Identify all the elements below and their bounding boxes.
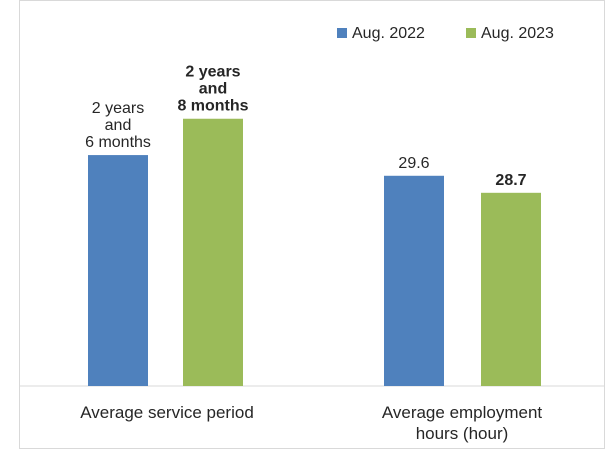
legend-swatch-1 — [337, 28, 347, 38]
bar-1-2 — [384, 175, 444, 386]
legend-swatch-2 — [466, 28, 476, 38]
data-label-1-1-3: 6 months — [85, 134, 151, 151]
bar-2-1 — [183, 118, 243, 387]
category-label-2-1: Average employment — [382, 403, 543, 422]
bar-1-1 — [88, 155, 148, 386]
legend-label-2: Aug. 2023 — [481, 25, 554, 42]
bar-2-2 — [481, 192, 541, 386]
bars-group — [88, 118, 541, 387]
category-label-1-1: Average service period — [80, 403, 254, 422]
category-labels-group: Average service period Average employment… — [80, 403, 542, 443]
data-label-1-2-1: 29.6 — [398, 155, 429, 172]
data-label-1-1-2: and — [105, 117, 132, 134]
legend: Aug. 2022 Aug. 2023 — [337, 25, 554, 42]
data-label-2-2-1: 28.7 — [495, 172, 526, 189]
data-label-1-1-1: 2 years — [92, 100, 144, 117]
data-label-2-1-1: 2 years — [185, 64, 240, 81]
data-label-2-1-2: and — [199, 81, 227, 98]
legend-label-1: Aug. 2022 — [352, 25, 425, 42]
data-label-2-1-3: 8 months — [177, 98, 248, 115]
category-label-2-2: hours (hour) — [416, 424, 509, 443]
